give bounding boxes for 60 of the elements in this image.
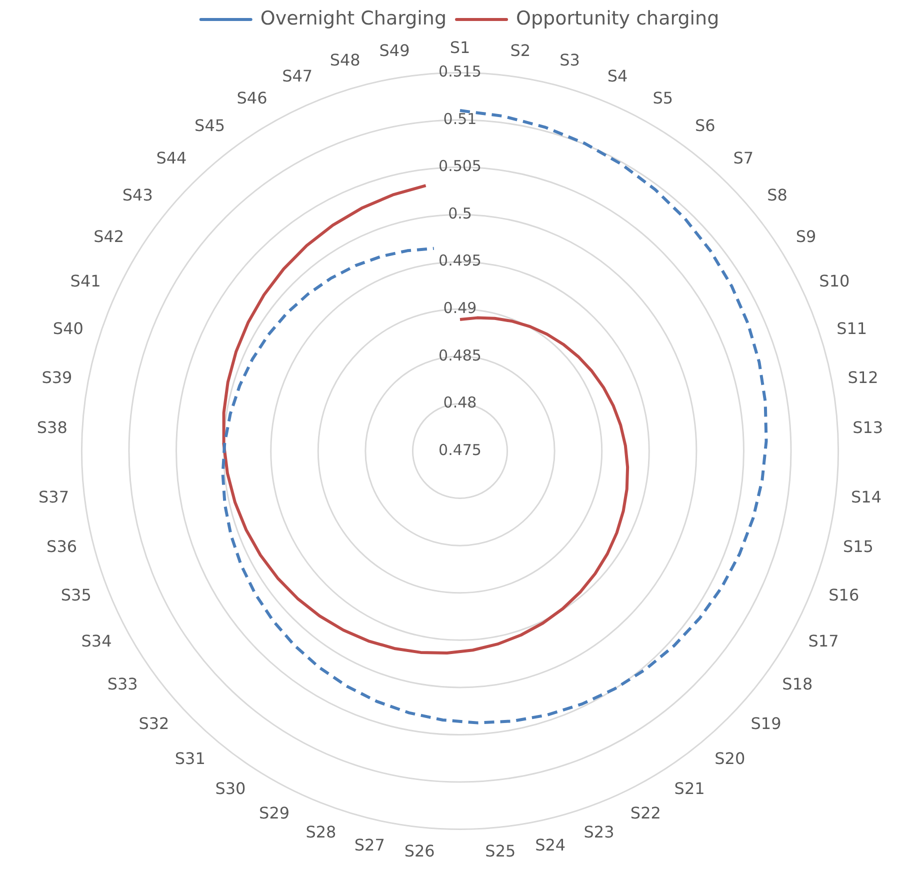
spoke-label: S45 <box>194 116 226 135</box>
spoke-label: S13 <box>852 418 884 437</box>
spoke-label: S14 <box>850 487 882 506</box>
spoke-label: S7 <box>733 148 754 168</box>
y-tick-label: 0.5 <box>448 204 472 222</box>
spoke-label: S10 <box>819 272 850 291</box>
spoke-label: S9 <box>796 226 816 246</box>
spoke-label: S22 <box>630 804 661 823</box>
spoke-label: S37 <box>38 487 70 506</box>
spoke-label: S34 <box>81 631 112 650</box>
y-tick-label: 0.49 <box>443 299 477 318</box>
spoke-label: S46 <box>236 88 268 108</box>
y-tick-label: 0.495 <box>438 252 482 270</box>
y-tick-label: 0.48 <box>443 394 477 412</box>
spoke-label: S26 <box>404 842 435 861</box>
spoke-label: S33 <box>107 674 138 694</box>
y-tick-label: 0.51 <box>443 110 477 128</box>
spoke-label: S19 <box>750 714 782 733</box>
y-tick-label: 0.485 <box>438 346 482 364</box>
spoke-label: S24 <box>535 835 566 854</box>
spoke-label: S43 <box>122 186 153 205</box>
spoke-label: S8 <box>767 186 788 205</box>
spoke-label: S21 <box>674 778 705 798</box>
y-tick-label: 0.515 <box>438 62 482 81</box>
spoke-label: S31 <box>174 748 206 768</box>
spoke-label: S29 <box>259 804 290 823</box>
spoke-label: S23 <box>584 822 614 842</box>
spoke-label: S36 <box>46 537 78 556</box>
spoke-label: S28 <box>306 822 336 842</box>
y-tick-label: 0.475 <box>438 440 482 459</box>
spoke-label: S42 <box>94 226 124 246</box>
spoke-label: S15 <box>842 537 874 556</box>
spoke-label: S18 <box>782 674 813 694</box>
spoke-label: S35 <box>60 585 92 604</box>
spoke-label: S32 <box>138 714 170 733</box>
legend-label: Opportunity charging <box>516 7 720 30</box>
spoke-label: S25 <box>485 842 516 861</box>
spoke-label: S4 <box>607 66 628 86</box>
spoke-label: S27 <box>354 835 385 854</box>
spoke-label: S49 <box>379 40 410 60</box>
spoke-label: S38 <box>36 418 68 437</box>
spoke-label: S20 <box>714 748 746 768</box>
legend-label: Overnight Charging <box>260 7 447 30</box>
spoke-label: S3 <box>560 50 580 70</box>
spoke-label: S30 <box>215 778 246 798</box>
spoke-label: S12 <box>848 368 878 387</box>
spoke-label: S6 <box>694 116 716 135</box>
y-tick-label: 0.505 <box>438 157 482 176</box>
spoke-label: S17 <box>808 631 839 650</box>
spoke-label: S1 <box>450 38 470 57</box>
spoke-label: S39 <box>42 368 72 387</box>
spoke-label: S41 <box>70 272 101 291</box>
spoke-label: S11 <box>836 318 868 338</box>
spoke-label: S16 <box>828 585 860 604</box>
spoke-label: S5 <box>652 88 674 108</box>
spoke-label: S2 <box>510 40 531 60</box>
spoke-label: S48 <box>330 50 360 70</box>
spoke-label: S44 <box>156 148 187 168</box>
spoke-label: S47 <box>282 66 313 86</box>
spoke-label: S40 <box>52 318 84 338</box>
